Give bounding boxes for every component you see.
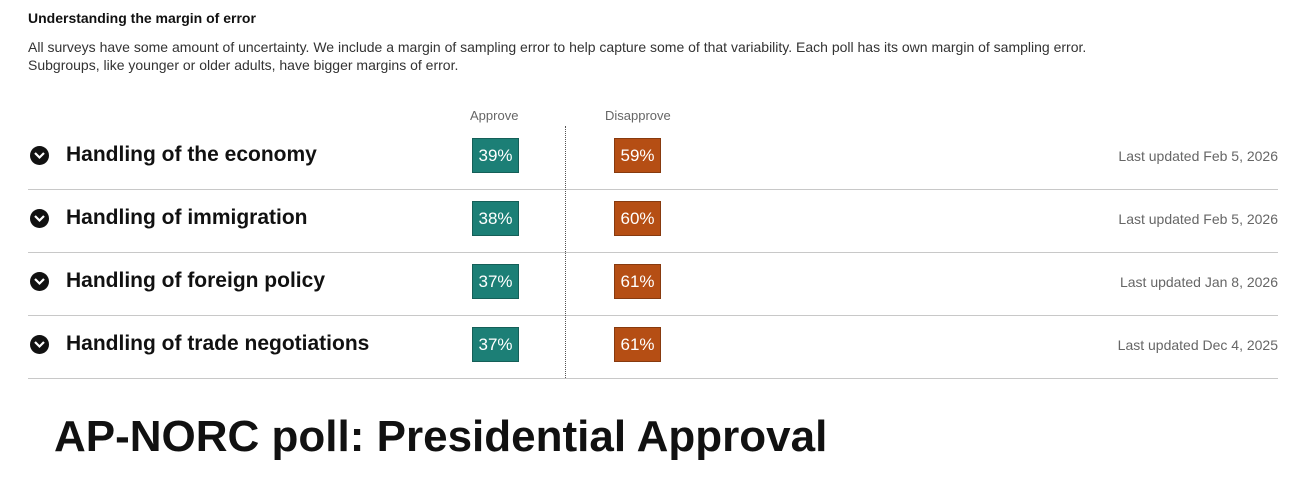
table-row[interactable]: Handling of the economy 39% 59% Last upd…	[28, 126, 1278, 190]
disapprove-badge: 61%	[614, 327, 661, 362]
last-updated: Last updated Dec 4, 2025	[1117, 337, 1278, 353]
approve-badge: 39%	[472, 138, 519, 173]
disapprove-badge: 59%	[614, 138, 661, 173]
approve-badge: 38%	[472, 201, 519, 236]
disapprove-badge: 61%	[614, 264, 661, 299]
last-updated: Last updated Feb 5, 2026	[1118, 148, 1278, 164]
table-row[interactable]: Handling of trade negotiations 37% 61% L…	[28, 315, 1278, 379]
last-updated: Last updated Jan 8, 2026	[1119, 274, 1278, 290]
headline: AP-NORC poll: Presidential Approval	[54, 412, 828, 461]
center-divider	[565, 126, 566, 378]
row-label: Handling of foreign policy	[66, 269, 325, 292]
chevron-down-icon[interactable]	[30, 209, 49, 228]
chevron-down-icon[interactable]	[30, 335, 49, 354]
table-row[interactable]: Handling of immigration 38% 60% Last upd…	[28, 189, 1278, 253]
moe-description-line-2: Subgroups, like younger or older adults,…	[28, 57, 459, 73]
moe-description-line-1: All surveys have some amount of uncertai…	[28, 39, 1087, 55]
chevron-down-icon[interactable]	[30, 272, 49, 291]
last-updated: Last updated Feb 5, 2026	[1118, 211, 1278, 227]
moe-title: Understanding the margin of error	[28, 10, 256, 26]
row-label: Handling of immigration	[66, 206, 308, 229]
disapprove-badge: 60%	[614, 201, 661, 236]
chevron-down-icon[interactable]	[30, 146, 49, 165]
disapprove-column-header: Disapprove	[605, 108, 671, 123]
approve-column-header: Approve	[470, 108, 519, 123]
approve-badge: 37%	[472, 327, 519, 362]
moe-description: All surveys have some amount of uncertai…	[28, 38, 1208, 74]
approve-badge: 37%	[472, 264, 519, 299]
row-label: Handling of trade negotiations	[66, 332, 370, 355]
table-row[interactable]: Handling of foreign policy 37% 61% Last …	[28, 252, 1278, 316]
row-label: Handling of the economy	[66, 143, 317, 166]
